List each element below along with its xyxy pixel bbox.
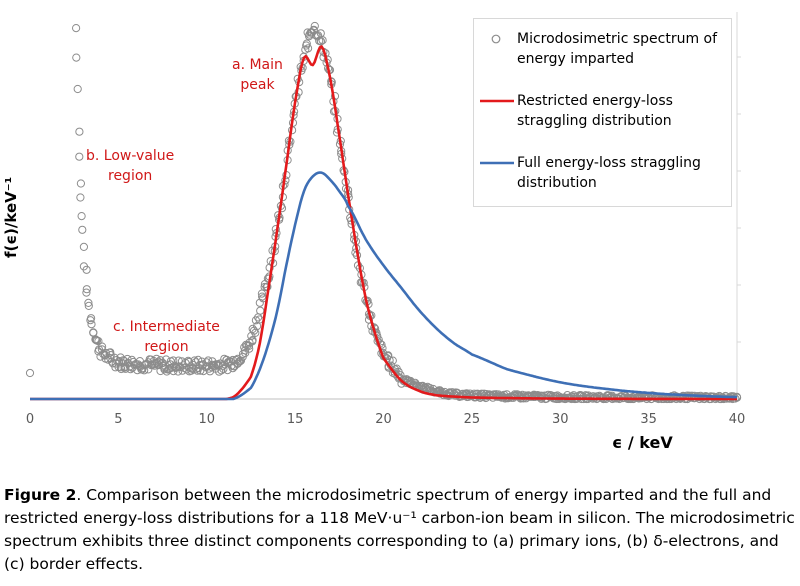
spectrum-point: [258, 292, 267, 301]
spectrum-point: [25, 368, 35, 378]
x-tick-label: 0: [26, 412, 34, 427]
legend-label-restricted: Restricted energy-loss straggling distri…: [517, 93, 673, 129]
x-tick-label: 35: [640, 412, 657, 427]
spectrum-point: [217, 366, 226, 375]
annotation-low-value-region: b. Low-value region: [86, 146, 174, 186]
spectrum-point: [164, 365, 173, 374]
spectrum-point: [170, 361, 179, 370]
legend-red-line: [480, 99, 514, 103]
spectrum-point: [75, 152, 84, 161]
annotation-intermediate-region: c. Intermediate region: [113, 317, 220, 357]
spectrum-point: [215, 367, 224, 376]
spectrum-point: [79, 242, 89, 251]
spectrum-point: [73, 84, 82, 94]
legend-label-spectrum: Microdosimetric spectrum of energy impar…: [517, 31, 718, 67]
x-tick-label: 25: [464, 412, 481, 427]
spectrum-point: [316, 37, 325, 46]
caption-text: . Comparison between the microdosimetric…: [4, 486, 795, 573]
spectrum-point: [82, 288, 91, 297]
spectrum-point: [84, 301, 93, 310]
spectrum-point: [305, 30, 314, 39]
figure-caption: Figure 2. Comparison between the microdo…: [4, 484, 796, 576]
x-tick-label: 30: [552, 412, 569, 427]
spectrum-point: [235, 357, 245, 366]
legend-blue-line: [480, 161, 514, 165]
annotation-intermediate-line-1: c. Intermediate: [113, 319, 220, 335]
spectrum-point: [82, 265, 91, 274]
spectrum-point: [87, 320, 96, 329]
spectrum-point: [72, 53, 81, 62]
annotation-intermediate-line-2: region: [144, 339, 189, 355]
legend: Microdosimetric spectrum of energy impar…: [473, 18, 732, 207]
spectrum-point: [266, 257, 275, 266]
spectrum-point: [86, 316, 95, 325]
x-tick-label: 5: [114, 412, 122, 427]
spectrum-point: [245, 344, 254, 353]
x-tick-label: 10: [198, 412, 215, 427]
annotation-main-peak-line-1: a. Main: [232, 57, 283, 73]
spectrum-point: [248, 336, 257, 345]
legend-circle-marker: [491, 34, 501, 44]
x-axis-label: ϵ / keV: [612, 433, 673, 452]
x-tick-label: 40: [729, 412, 746, 427]
spectrum-point: [77, 212, 86, 221]
spectrum-point: [310, 21, 319, 31]
x-axis-ticks: 0 5 10 15 20 25 30 35 40: [26, 412, 745, 427]
spectrum-point: [72, 24, 81, 33]
spectrum-point: [94, 337, 103, 346]
x-tick-label: 15: [287, 412, 304, 427]
spectrum-point: [84, 298, 93, 307]
spectrum-point: [304, 44, 313, 53]
spectrum-point: [318, 36, 327, 45]
series-full-line: [30, 171, 737, 401]
spectrum-point: [302, 39, 311, 48]
spectrum-point: [75, 127, 84, 136]
spectrum-point: [174, 367, 183, 376]
spectrum-point: [115, 357, 124, 366]
spectrum-point: [219, 364, 228, 374]
spectrum-point: [194, 355, 203, 364]
spectrum-point: [384, 351, 393, 360]
spectrum-point: [106, 348, 115, 357]
x-tick-label: 20: [375, 412, 392, 427]
annotation-main-peak: a. Main peak: [232, 55, 283, 95]
spectrum-point: [82, 285, 91, 294]
spectrum-point: [248, 324, 257, 333]
spectrum-point: [76, 193, 85, 202]
series-layer: [25, 21, 742, 404]
spectrum-point: [78, 225, 87, 234]
right-axis-ticks: [737, 56, 741, 400]
caption-label: Figure 2: [4, 486, 77, 504]
spectrum-point: [76, 179, 86, 188]
spectrum-point: [127, 355, 136, 364]
spectrum-point: [388, 356, 397, 365]
spectrum-point: [309, 25, 318, 34]
y-axis-label: f(ϵ)/keV⁻¹: [2, 176, 20, 258]
spectrum-point: [187, 366, 196, 375]
annotation-main-peak-line-2: peak: [240, 77, 275, 93]
spectrum-point: [256, 306, 265, 315]
annotation-low-value-line-1: b. Low-value: [86, 148, 175, 164]
spectrum-point: [182, 365, 191, 374]
legend-label-full: Full energy-loss straggling distribution: [517, 155, 701, 191]
annotation-low-value-line-2: region: [108, 168, 153, 184]
